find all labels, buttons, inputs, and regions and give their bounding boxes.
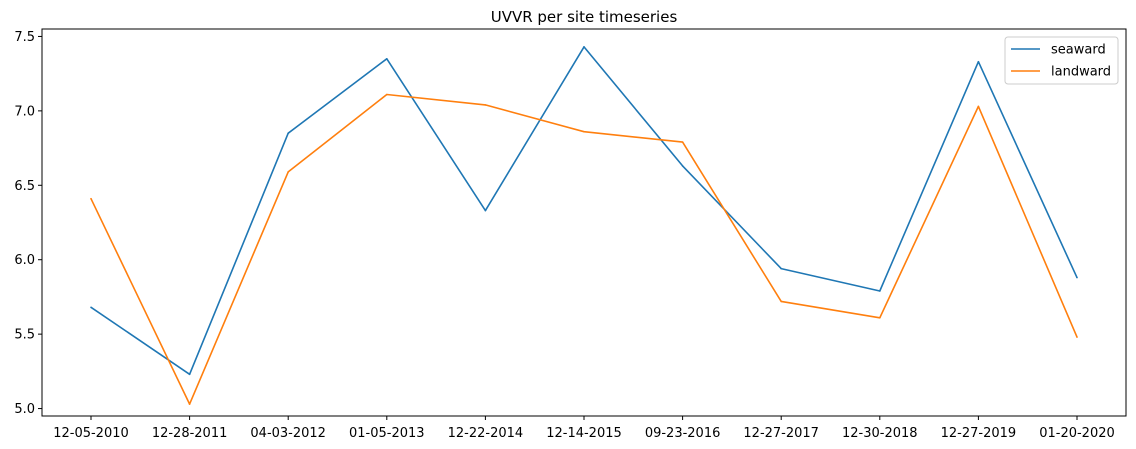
x-tick-label: 12-22-2014 <box>448 426 524 441</box>
data-point-seaward <box>90 306 92 309</box>
x-tick-label: 01-05-2013 <box>349 426 425 441</box>
x-tick-label: 12-27-2019 <box>941 426 1017 441</box>
data-point-seaward <box>879 290 881 292</box>
data-point-seaward <box>484 209 487 212</box>
series-line-landward <box>90 93 1078 405</box>
data-point-landward <box>780 300 782 303</box>
data-point-seaward <box>1076 276 1078 279</box>
x-tick-label: 01-20-2020 <box>1039 426 1115 441</box>
x-tick-label: 09-23-2016 <box>645 426 721 441</box>
legend-label-seaward: seaward <box>1051 43 1106 58</box>
x-tick-label: 12-05-2010 <box>53 426 129 441</box>
data-point-seaward <box>583 46 585 48</box>
legend-label-landward: landward <box>1051 65 1111 80</box>
y-tick-label: 5.0 <box>14 402 35 417</box>
data-point-landward <box>879 316 881 319</box>
y-tick-label: 6.0 <box>14 253 35 268</box>
y-tick-label: 7.0 <box>14 104 35 119</box>
data-point-seaward <box>188 373 191 376</box>
data-point-landward <box>977 105 980 108</box>
data-point-seaward <box>977 60 980 63</box>
legend: seaward landward <box>1004 36 1119 85</box>
data-point-landward <box>188 403 191 405</box>
chart-title: UVVR per site timeseries <box>491 8 678 26</box>
data-point-seaward <box>287 132 290 134</box>
x-tick-label: 12-30-2018 <box>842 426 918 441</box>
x-tick-label: 12-27-2017 <box>743 426 819 441</box>
data-point-landward <box>90 197 92 200</box>
data-point-landward <box>583 130 585 133</box>
data-point-landward <box>484 104 487 106</box>
y-tick-label: 6.5 <box>14 179 35 194</box>
data-point-seaward <box>681 165 684 167</box>
x-tick-label: 12-28-2011 <box>152 426 228 441</box>
data-point-landward <box>1076 336 1078 338</box>
x-axis: 12-05-2010 12-28-2011 04-03-2012 01-05-2013… <box>53 416 1115 441</box>
y-tick-label: 7.5 <box>14 30 35 45</box>
x-tick-label: 04-03-2012 <box>250 426 326 441</box>
series-group <box>90 46 1078 405</box>
plot-area-frame <box>41 28 1127 417</box>
x-tick-label: 12-14-2015 <box>546 426 622 441</box>
data-point-landward <box>386 93 388 96</box>
data-point-landward <box>287 171 290 173</box>
data-point-landward <box>681 141 684 143</box>
data-point-seaward <box>780 267 782 270</box>
y-tick-label: 5.5 <box>14 328 35 343</box>
y-axis: 5.0 5.5 6.0 6.5 7.0 7.5 <box>14 30 42 417</box>
data-point-seaward <box>386 57 388 60</box>
